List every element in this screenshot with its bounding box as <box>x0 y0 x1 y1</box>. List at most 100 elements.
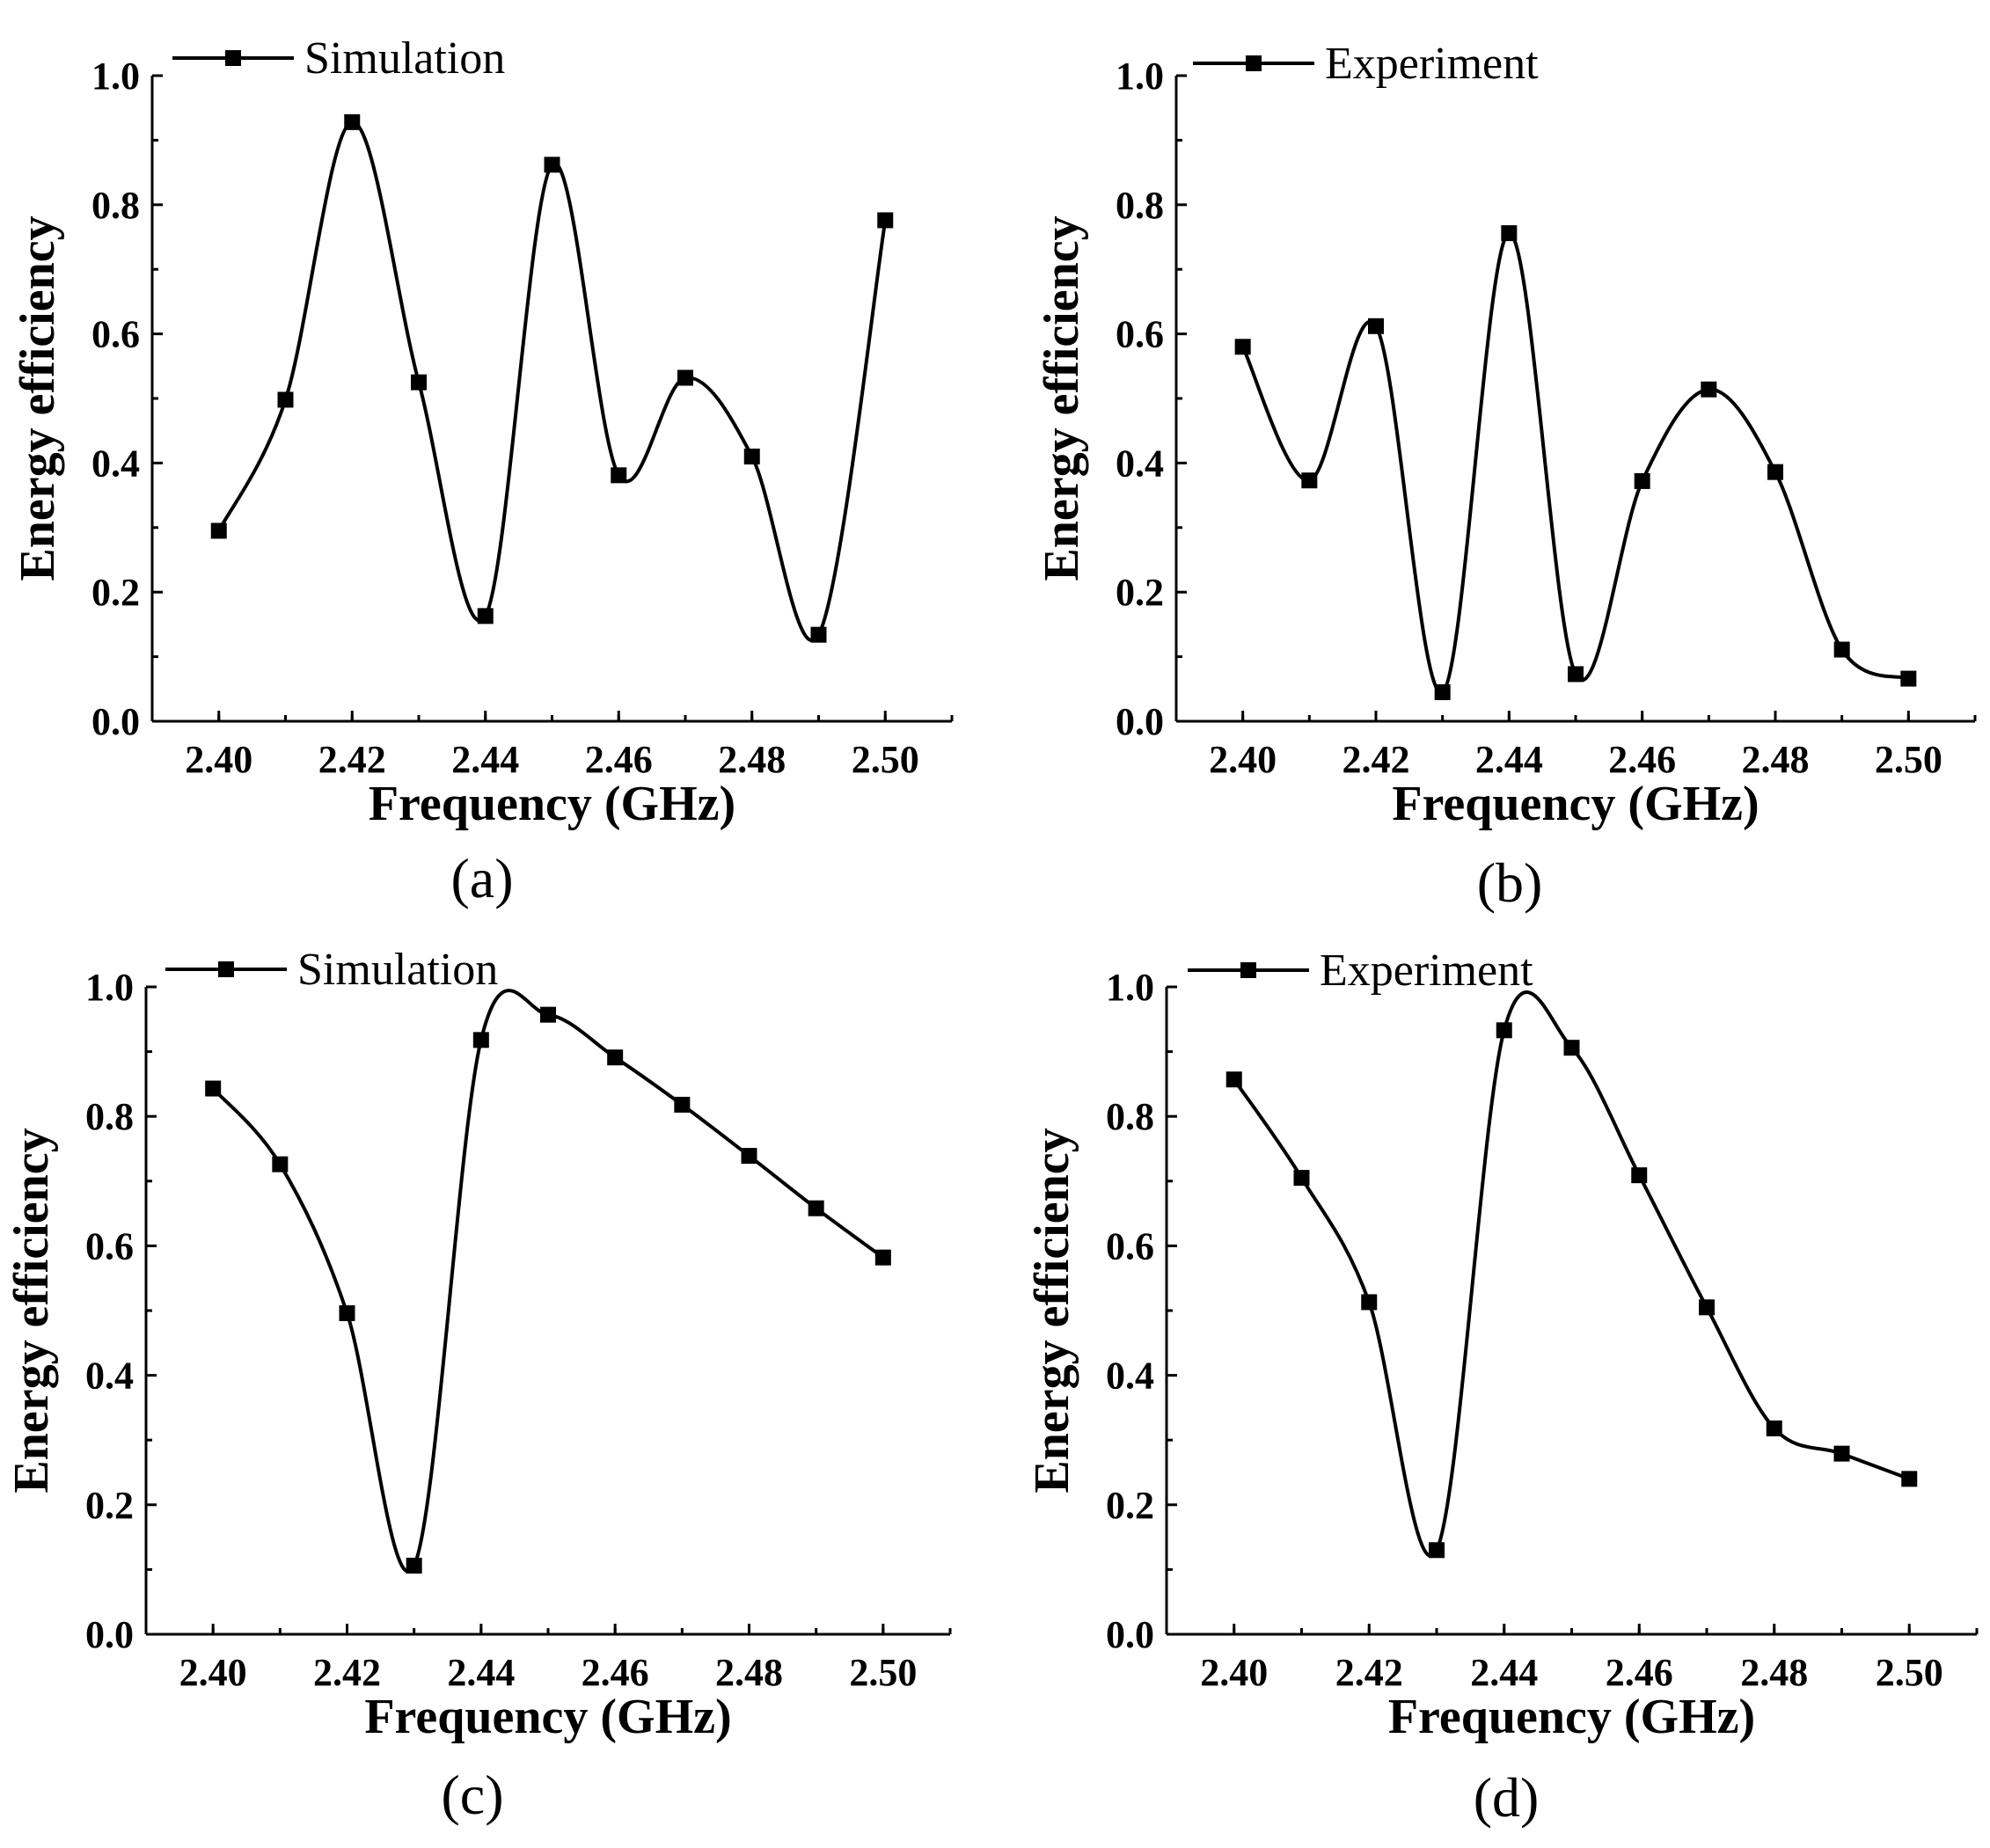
data-point <box>743 449 760 465</box>
data-point <box>1634 472 1650 489</box>
y-tick-label: 0.4 <box>1106 1355 1154 1398</box>
panel-label: (d) <box>1474 1766 1540 1829</box>
x-tick-label: 2.40 <box>1209 738 1277 781</box>
panel-label: (b) <box>1477 851 1543 914</box>
chart-panel: 0.0 0.2 0.4 0.6 0.8 1.0 2.40 2.42 2.44 2.46 2.48 2.… <box>4 945 952 1826</box>
x-axis-title: Frequency (GHz) <box>364 1690 731 1744</box>
chart-panel: 0.0 0.2 0.4 0.6 0.8 1.0 2.40 2.42 2.44 2.46 2.48 2.… <box>11 33 954 909</box>
legend-marker <box>1240 962 1256 978</box>
legend-label: Experiment <box>1320 946 1533 996</box>
series-line <box>216 120 888 643</box>
data-point <box>477 608 494 625</box>
y-tick-label: 0.2 <box>85 1484 134 1527</box>
legend-label: Experiment <box>1325 39 1539 89</box>
legend-marker <box>225 50 241 66</box>
data-point <box>1701 381 1717 398</box>
y-axis-title: Energy efficiency <box>11 215 65 581</box>
y-tick-label: 0.0 <box>85 1613 134 1656</box>
x-tick-label: 2.48 <box>718 738 786 781</box>
y-tick-label: 0.0 <box>1116 700 1164 743</box>
x-tick-label: 2.44 <box>447 1651 515 1694</box>
y-axis-title: Energy efficiency <box>1025 1128 1079 1493</box>
data-point <box>1901 1471 1918 1487</box>
data-point <box>1833 641 1850 658</box>
data-point <box>1234 339 1251 355</box>
data-point <box>877 212 894 229</box>
y-tick-label: 1.0 <box>1116 55 1164 98</box>
data-point <box>874 1249 891 1266</box>
data-point <box>339 1304 355 1321</box>
data-point <box>611 467 627 484</box>
y-tick-label: 0.4 <box>91 442 140 485</box>
chart-panel: 0.0 0.2 0.4 0.6 0.8 1.0 2.40 2.42 2.44 2.46 2.48 2.… <box>1025 946 1979 1829</box>
data-point <box>1563 1040 1580 1056</box>
data-point <box>810 626 827 643</box>
y-tick-label: 0.2 <box>91 571 140 614</box>
y-tick-label: 0.6 <box>85 1224 134 1267</box>
data-point <box>674 1096 691 1113</box>
x-axis-title: Frequency (GHz) <box>369 777 735 831</box>
data-point <box>1833 1445 1850 1462</box>
y-tick-label: 0.8 <box>85 1095 134 1138</box>
x-tick-label: 2.46 <box>582 1651 649 1694</box>
legend-label: Simulation <box>297 945 498 995</box>
x-axis-title: Frequency (GHz) <box>1392 777 1759 831</box>
x-tick-label: 2.42 <box>1335 1651 1403 1694</box>
x-tick-label: 2.42 <box>318 738 386 781</box>
y-tick-label: 0.6 <box>1106 1224 1154 1267</box>
data-point <box>277 391 294 408</box>
data-point <box>205 1080 222 1097</box>
x-tick-label: 2.48 <box>1742 738 1810 781</box>
data-point <box>1293 1170 1310 1187</box>
y-tick-label: 0.6 <box>1116 313 1164 356</box>
x-tick-label: 2.40 <box>179 1651 247 1694</box>
y-tick-label: 0.8 <box>1106 1095 1154 1138</box>
data-point <box>1501 225 1518 242</box>
x-tick-label: 2.48 <box>715 1651 783 1694</box>
y-tick-label: 0.4 <box>1116 442 1164 485</box>
panel-label: (c) <box>441 1764 503 1826</box>
x-tick-label: 2.50 <box>1876 1651 1943 1694</box>
x-tick-label: 2.40 <box>1200 1651 1268 1694</box>
x-tick-label: 2.44 <box>451 738 519 781</box>
data-point <box>1900 670 1917 687</box>
y-axis-title: Energy efficiency <box>1035 215 1089 581</box>
series-line <box>1240 231 1910 695</box>
data-point <box>741 1148 757 1165</box>
data-point <box>1429 1542 1445 1559</box>
y-tick-label: 0.8 <box>91 184 140 227</box>
y-tick-label: 0.0 <box>91 700 140 743</box>
data-point <box>1631 1167 1648 1184</box>
y-tick-label: 0.2 <box>1106 1484 1154 1527</box>
data-point <box>1301 472 1318 489</box>
data-point <box>406 1557 422 1574</box>
x-tick-label: 2.48 <box>1740 1651 1808 1694</box>
x-tick-label: 2.46 <box>1606 1651 1673 1694</box>
data-point <box>607 1049 624 1066</box>
y-tick-label: 0.6 <box>91 313 140 356</box>
data-point <box>1225 1071 1242 1088</box>
data-point <box>1434 683 1451 700</box>
x-tick-label: 2.46 <box>585 738 653 781</box>
data-point <box>1361 1294 1378 1311</box>
data-point <box>272 1156 289 1172</box>
y-tick-label: 1.0 <box>85 966 134 1009</box>
data-point <box>808 1200 824 1216</box>
series-line <box>1233 990 1911 1558</box>
data-point <box>210 522 227 539</box>
y-tick-label: 0.4 <box>85 1355 134 1398</box>
x-tick-label: 2.50 <box>852 738 919 781</box>
legend-label: Simulation <box>304 33 505 84</box>
x-tick-label: 2.40 <box>185 738 252 781</box>
data-point <box>540 1006 556 1023</box>
data-point <box>411 374 427 391</box>
y-tick-label: 0.8 <box>1116 184 1164 227</box>
x-tick-label: 2.50 <box>1875 738 1942 781</box>
x-tick-label: 2.44 <box>1475 738 1543 781</box>
x-tick-label: 2.42 <box>313 1651 381 1694</box>
x-axis-title: Frequency (GHz) <box>1388 1690 1755 1744</box>
data-point <box>1368 318 1384 334</box>
data-point <box>344 113 361 130</box>
data-point <box>1767 464 1783 480</box>
